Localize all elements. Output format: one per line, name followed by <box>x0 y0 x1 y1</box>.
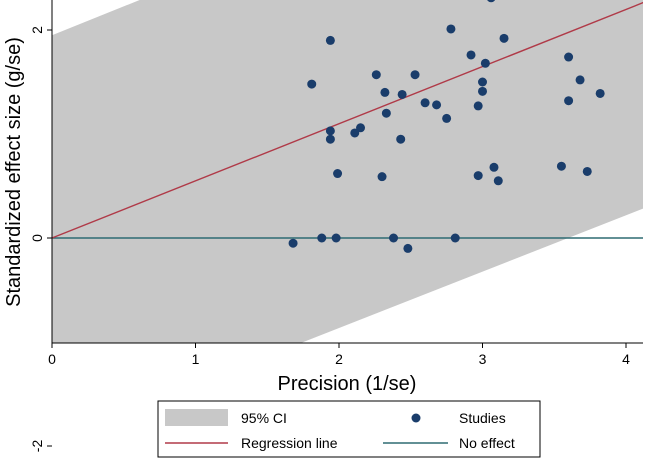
study-point <box>381 108 391 118</box>
x-axis-title: Precision (1/se) <box>278 373 417 395</box>
study-point <box>432 100 442 110</box>
study-point <box>473 171 483 181</box>
study-point <box>356 123 366 133</box>
y-tick-label: -2 <box>29 440 45 453</box>
study-point <box>480 58 490 68</box>
study-point <box>446 24 456 34</box>
study-point <box>564 52 574 62</box>
regression-line <box>52 1 643 239</box>
y-axis-ticks: -2024 <box>29 26 52 453</box>
study-point <box>389 233 399 243</box>
study-point <box>377 172 387 182</box>
y-tick-label: 0 <box>29 234 45 242</box>
x-tick-label: 0 <box>48 351 56 367</box>
study-point <box>403 243 413 253</box>
study-point <box>499 33 509 43</box>
study-point <box>397 89 407 99</box>
study-point <box>333 169 343 179</box>
study-point <box>288 238 298 248</box>
study-point <box>317 233 327 243</box>
ci-band <box>52 0 643 343</box>
study-point <box>396 134 406 144</box>
study-point <box>595 88 605 98</box>
study-point <box>325 35 335 45</box>
y-axis-title: Standardized effect size (g/se) <box>3 37 25 307</box>
study-point <box>442 113 452 123</box>
study-point <box>331 233 341 243</box>
study-point <box>380 87 390 97</box>
study-point <box>350 128 360 138</box>
study-point <box>410 70 420 80</box>
study-point <box>307 79 317 89</box>
study-point <box>450 233 460 243</box>
x-tick-label: 3 <box>479 351 487 367</box>
study-point <box>493 176 503 186</box>
legend-studies-label: Studies <box>459 410 506 426</box>
study-point <box>478 77 487 87</box>
study-point <box>564 96 574 106</box>
x-tick-label: 1 <box>192 351 200 367</box>
study-point <box>582 166 592 176</box>
legend-ci-label: 95% CI <box>241 410 287 426</box>
legend-box <box>157 400 541 458</box>
y-tick-label: 2 <box>29 26 45 34</box>
legend-ci-swatch <box>165 409 228 426</box>
legend-regression-label: Regression line <box>241 435 338 451</box>
legend-studies-swatch <box>411 413 421 423</box>
study-point <box>325 126 335 136</box>
x-axis-ticks: 0 1 2 3 4 <box>48 343 630 367</box>
legend: 95% CI Studies Regression line No effect <box>157 400 541 458</box>
study-point <box>489 162 499 172</box>
study-point <box>473 101 483 111</box>
study-point <box>478 86 487 96</box>
study-points <box>288 0 605 253</box>
study-point <box>487 0 496 3</box>
study-point <box>325 134 335 144</box>
study-point <box>371 70 381 80</box>
x-tick-label: 2 <box>335 351 343 367</box>
study-point <box>575 75 585 85</box>
study-point <box>556 161 566 171</box>
study-point <box>420 98 430 108</box>
study-point <box>466 50 476 60</box>
x-tick-label: 4 <box>622 351 630 367</box>
legend-no-effect-label: No effect <box>459 435 515 451</box>
